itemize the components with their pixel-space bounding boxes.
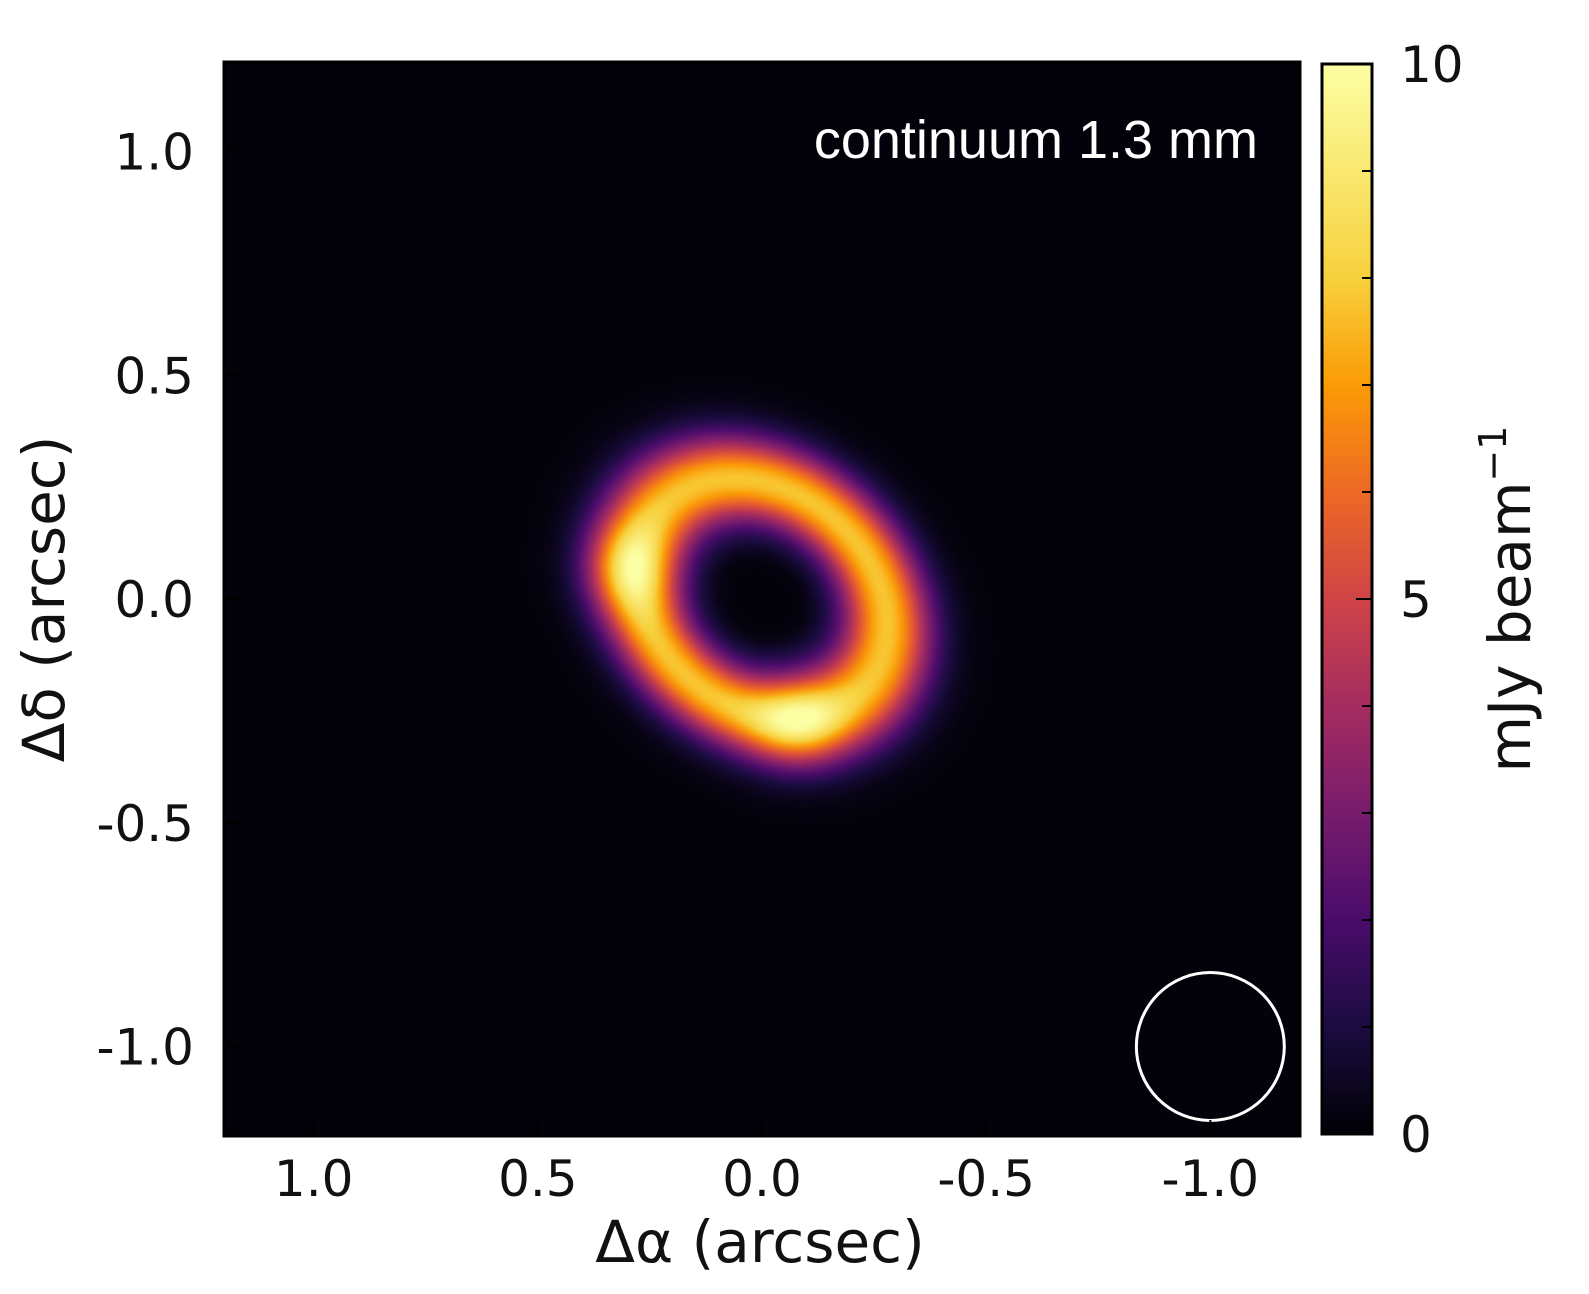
x-tick-label: -0.5 <box>937 1150 1035 1208</box>
y-tick-label: 0.5 <box>114 347 194 405</box>
x-tick-label: -1.0 <box>1162 1150 1260 1208</box>
y-tick-label: -0.5 <box>96 795 194 853</box>
colorbar-tick-label: 10 <box>1400 36 1464 94</box>
annotation-label: continuum 1.3 mm <box>814 110 1258 170</box>
colorbar-axis: 0 5 10 <box>1356 36 1464 1164</box>
colorbar-tick-label: 0 <box>1400 1106 1432 1164</box>
colorbar-label-unit: mJy beam <box>1476 482 1544 773</box>
x-tick-label: 1.0 <box>274 1150 354 1208</box>
x-tick-label: 0.5 <box>498 1150 578 1208</box>
x-tick-label: 0.0 <box>722 1150 802 1208</box>
y-axis-label: Δδ (arcsec) <box>10 436 78 763</box>
heatmap-image <box>224 62 1300 1136</box>
y-tick-label: -1.0 <box>96 1019 194 1077</box>
colorbar-label: mJy beam−1 <box>1471 426 1544 773</box>
y-tick-label: 0.0 <box>114 571 194 629</box>
colorbar-label-exponent: −1 <box>1471 426 1515 482</box>
colorbar-tick-label: 5 <box>1400 571 1432 629</box>
x-axis-label: Δα (arcsec) <box>595 1208 924 1276</box>
x-axis: 1.0 0.5 0.0 -0.5 -1.0 <box>274 1120 1259 1208</box>
y-axis: 1.0 0.5 0.0 -0.5 -1.0 <box>96 124 240 1077</box>
y-tick-label: 1.0 <box>114 124 194 182</box>
